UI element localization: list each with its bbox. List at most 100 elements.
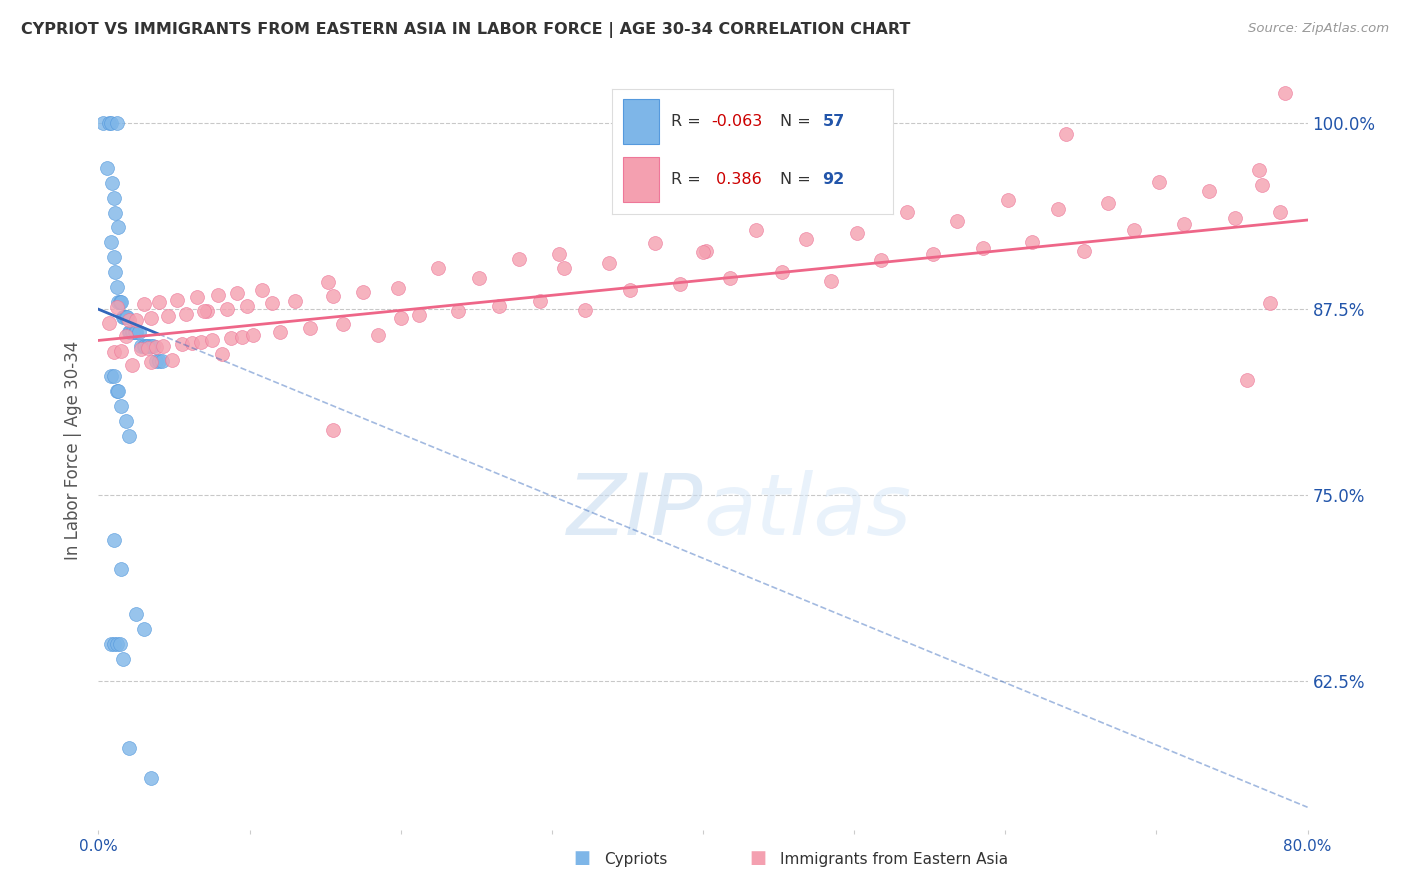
Point [207, 288, 229, 302]
Point [110, 294, 132, 309]
Point [118, 740, 141, 755]
Point [408, 309, 430, 323]
Point [215, 301, 238, 316]
Point [332, 318, 354, 332]
Point [134, 339, 156, 353]
Point [548, 247, 571, 261]
Point [110, 399, 132, 413]
Point [105, 280, 128, 294]
Point [115, 310, 138, 324]
Point [1073, 244, 1095, 258]
Point [921, 247, 943, 261]
Point [846, 226, 869, 240]
Point [148, 295, 170, 310]
Point [1236, 373, 1258, 387]
Point [101, 176, 124, 190]
Point [100, 116, 122, 130]
Point [103, 369, 125, 384]
Point [141, 771, 163, 785]
Point [111, 310, 134, 324]
Point [870, 253, 893, 268]
Point [322, 423, 344, 437]
Text: ■: ■ [749, 849, 766, 867]
Point [110, 562, 132, 576]
Point [695, 244, 717, 259]
Point [142, 339, 165, 353]
Point [136, 339, 159, 353]
Point [100, 637, 122, 651]
Text: R =: R = [671, 114, 706, 129]
Point [1258, 295, 1281, 310]
Point [193, 304, 215, 318]
Point [387, 281, 409, 295]
Point [1054, 127, 1077, 141]
Point [508, 252, 530, 266]
Point [120, 325, 142, 339]
Point [644, 235, 666, 250]
Point [1251, 178, 1274, 192]
Text: Immigrants from Eastern Asia: Immigrants from Eastern Asia [780, 852, 1008, 867]
Point [132, 622, 155, 636]
Point [132, 339, 155, 353]
Point [1097, 196, 1119, 211]
Point [105, 116, 128, 130]
Text: atlas: atlas [703, 469, 911, 553]
Point [1047, 202, 1070, 216]
Point [125, 607, 148, 621]
Text: N =: N = [780, 171, 817, 186]
Point [529, 293, 551, 308]
Point [114, 310, 136, 324]
Text: CYPRIOT VS IMMIGRANTS FROM EASTERN ASIA IN LABOR FORCE | AGE 30-34 CORRELATION C: CYPRIOT VS IMMIGRANTS FROM EASTERN ASIA … [21, 22, 911, 38]
Point [104, 205, 127, 219]
Point [118, 428, 141, 442]
Point [553, 261, 575, 276]
Point [598, 256, 620, 270]
Point [110, 344, 132, 359]
Point [186, 290, 208, 304]
Point [1223, 211, 1246, 225]
Point [152, 339, 174, 353]
Point [211, 347, 233, 361]
Point [98, 316, 121, 330]
Point [1021, 235, 1043, 249]
Point [389, 310, 412, 325]
Point [121, 358, 143, 372]
Point [447, 303, 470, 318]
Point [262, 296, 284, 310]
Point [96, 161, 118, 175]
Text: Source: ZipAtlas.com: Source: ZipAtlas.com [1249, 22, 1389, 36]
Point [946, 214, 969, 228]
Point [284, 293, 307, 308]
Point [794, 232, 817, 246]
Point [619, 283, 641, 297]
Point [242, 328, 264, 343]
Point [100, 235, 122, 250]
Point [103, 637, 125, 651]
Point [136, 341, 159, 355]
Point [125, 325, 148, 339]
Point [118, 313, 141, 327]
Point [1149, 175, 1171, 189]
Point [129, 342, 152, 356]
Point [1173, 217, 1195, 231]
Point [269, 325, 291, 339]
Point [156, 309, 179, 323]
Point [112, 310, 135, 324]
Point [1249, 163, 1271, 178]
Text: R =: R = [671, 171, 706, 186]
Point [148, 354, 170, 368]
Point [103, 533, 125, 547]
Point [972, 241, 994, 255]
Point [114, 414, 136, 428]
Point [122, 325, 145, 339]
Point [121, 325, 143, 339]
Point [190, 334, 212, 349]
Point [1270, 205, 1292, 219]
Point [162, 352, 184, 367]
Point [468, 271, 491, 285]
Point [488, 299, 510, 313]
Text: ■: ■ [574, 849, 591, 867]
Point [104, 265, 127, 279]
Point [100, 369, 122, 384]
Point [181, 335, 204, 350]
